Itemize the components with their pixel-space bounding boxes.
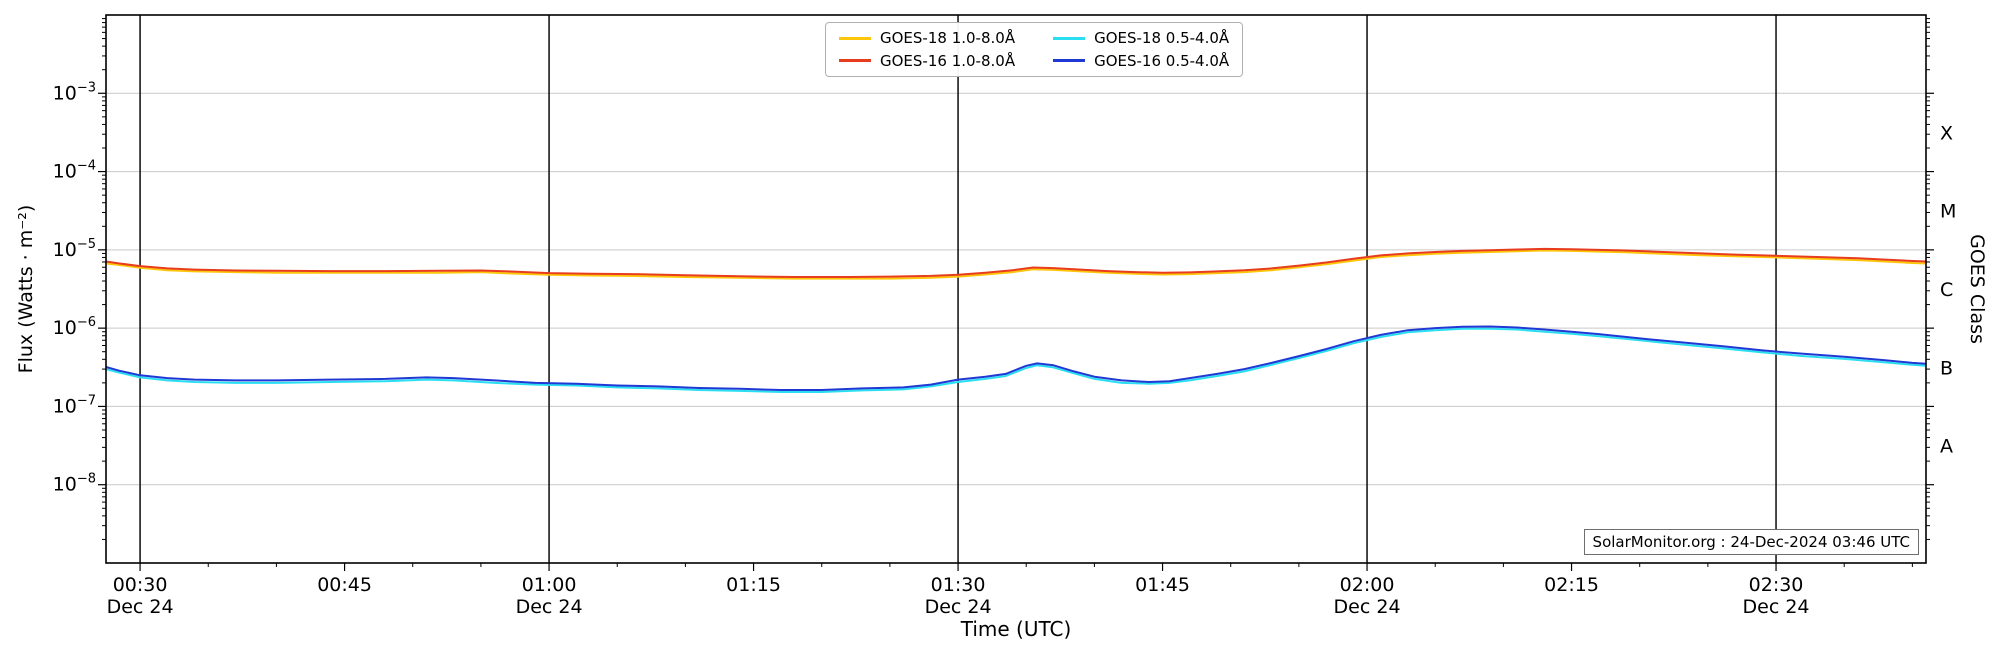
x-tick-label: 00:45 [317,574,372,596]
plot-frame [105,14,1927,564]
legend-item-goes16-short: GOES-16 0.5-4.0Å [1053,51,1230,70]
x-tick-label: 02:15 [1544,574,1599,596]
goes-class-label-B: B [1940,357,1953,379]
y-tick-labels: 10−3 10−4 10−5 10−6 10−7 10−8 [53,80,96,495]
series-line-goes18-long [106,249,1926,280]
x-date-label: Dec 24 [516,596,583,618]
x-tick-label: 01:00 [522,574,577,596]
goes-class-label-A: A [1940,436,1953,458]
y-tick-label: 10−6 [53,315,96,339]
y-tick-label: 10−5 [53,237,96,261]
legend-label-goes16-short: GOES-16 0.5-4.0Å [1094,51,1230,70]
goes-class-label-C: C [1940,279,1953,301]
x-axis-title: Time (UTC) [960,617,1072,641]
series-line-goes16-short [106,325,1926,391]
legend-label-goes18-short: GOES-18 0.5-4.0Å [1094,29,1230,47]
x-tick-label: 01:15 [726,574,781,596]
goes-class-label-M: M [1940,201,1956,223]
y-tick-label: 10−4 [53,159,96,183]
goes-class-labels: X M C B A [1940,122,1956,457]
legend-label-goes18-long: GOES-18 1.0-8.0Å [880,29,1016,47]
y-tick-label: 10−8 [53,472,96,496]
right-axis-title: GOES Class [1966,234,1988,344]
legend-swatch-goes16-short [1053,59,1086,63]
x-tick-label: 00:30 [113,574,168,596]
x-tick-label: 01:30 [931,574,986,596]
legend-swatch-goes18-short [1053,36,1086,40]
legend-item-goes16-long: GOES-16 1.0-8.0Å [839,51,1016,70]
watermark-timestamp: SolarMonitor.org : 24-Dec-2024 03:46 UTC [1583,529,1919,555]
x-tick-label: 01:45 [1135,574,1190,596]
y-tick-label: 10−7 [53,393,96,417]
series-line-goes16-long [106,247,1926,278]
legend-label-goes16-long: GOES-16 1.0-8.0Å [880,51,1016,70]
grid-lines [106,92,1926,486]
x-date-label: Dec 24 [107,596,174,618]
legend-item-goes18-short: GOES-18 0.5-4.0Å [1053,30,1229,47]
x-tick-label: 02:00 [1340,574,1395,596]
y-tick-label: 10−3 [53,80,96,104]
x-date-label: Dec 24 [1334,596,1401,618]
goes-class-label-X: X [1940,122,1953,144]
series-lines [106,247,1926,393]
x-tick-label: 02:30 [1749,574,1804,596]
axis-ticks [98,18,1934,571]
x-date-label: Dec 24 [925,596,992,618]
series-line-goes18-short [106,327,1926,393]
legend-swatch-goes16-long [839,59,871,63]
x-date-label: Dec 24 [1743,596,1810,618]
legend-item-goes18-long: GOES-18 1.0-8.0Å [839,30,1015,47]
day-boundary-lines [139,15,1777,563]
y-axis-title: Flux (Watts · m⁻²) [15,204,37,374]
legend-swatch-goes18-long [839,36,871,40]
legend: GOES-18 1.0-8.0Å GOES-18 0.5-4.0Å GOES-1… [825,22,1244,77]
